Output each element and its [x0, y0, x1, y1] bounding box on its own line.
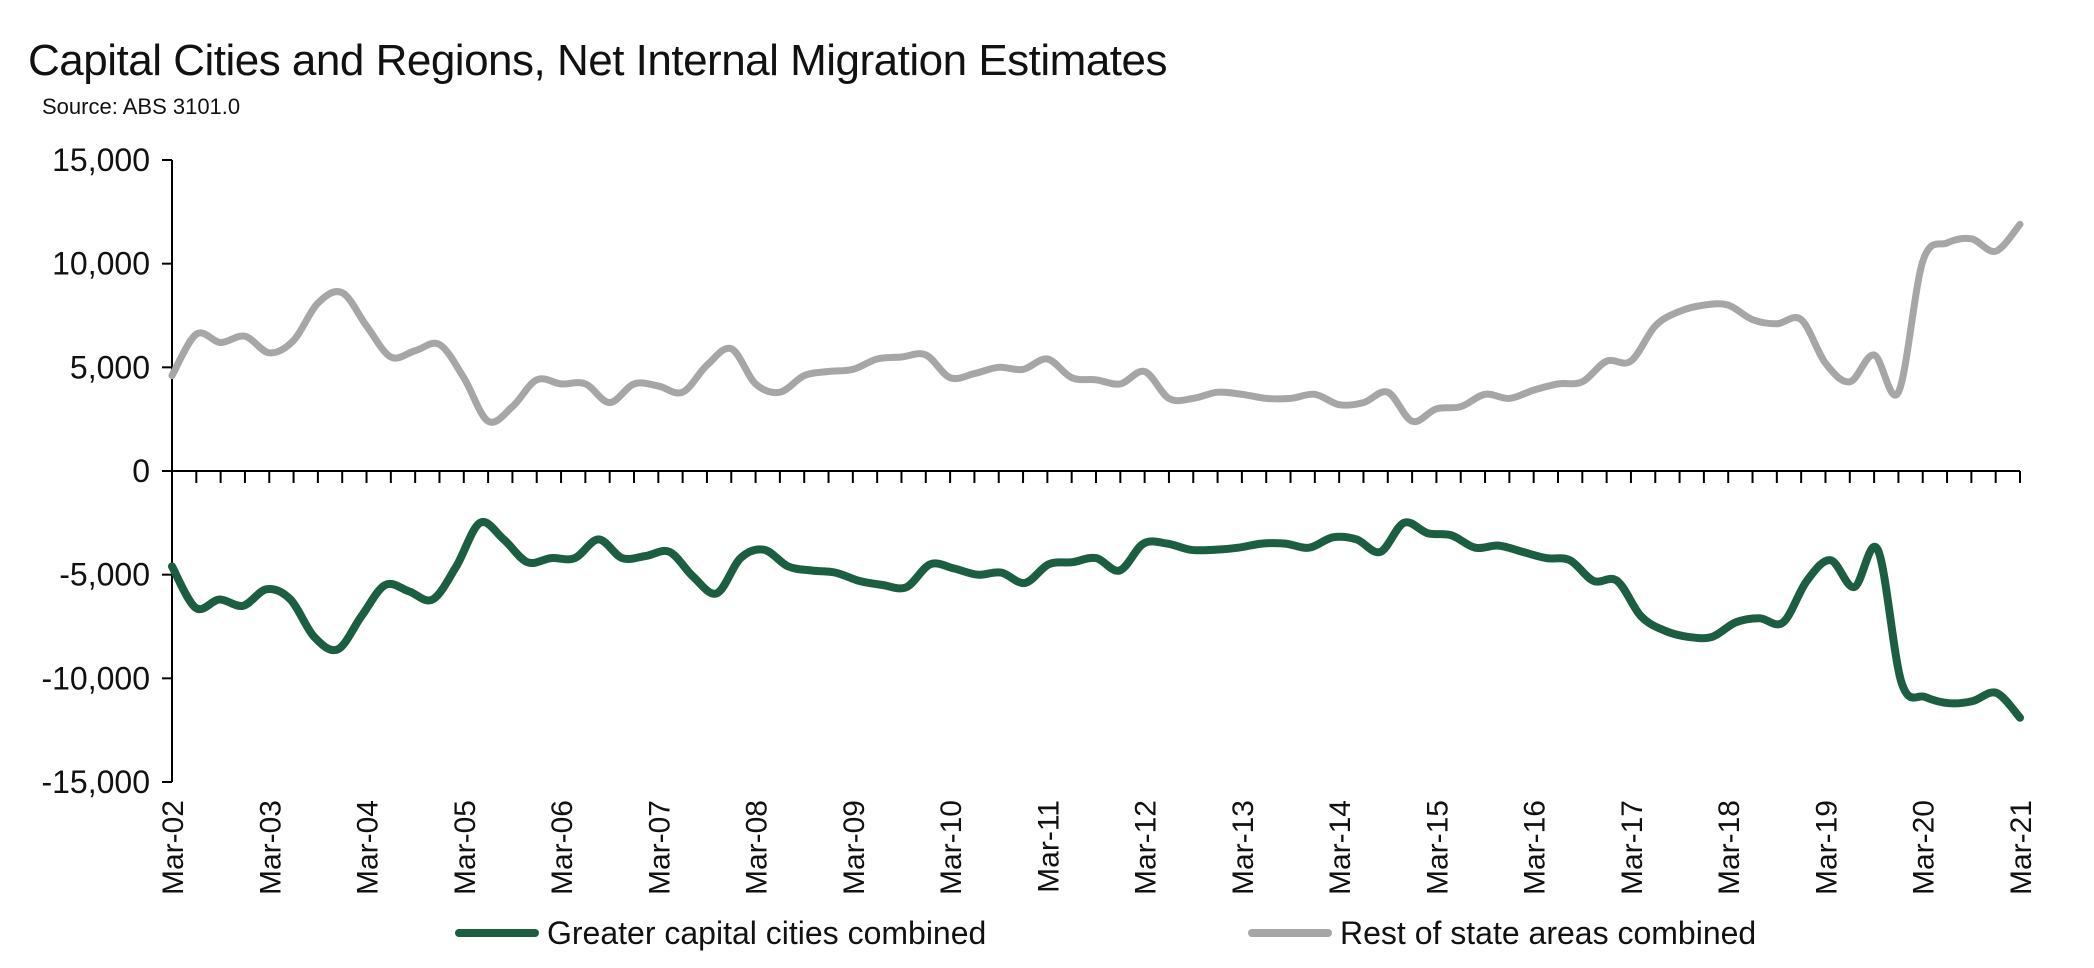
- legend-swatch-capital-cities: [455, 929, 539, 937]
- y-tick-label: 5,000: [70, 349, 150, 385]
- legend-label-rest-of-state: Rest of state areas combined: [1340, 914, 1757, 951]
- x-tick-label: Mar-08: [741, 800, 774, 895]
- x-tick-label: Mar-10: [935, 800, 968, 895]
- y-tick-label: 15,000: [52, 142, 150, 178]
- legend-swatch-rest-of-state: [1248, 929, 1332, 937]
- x-tick-label: Mar-19: [1810, 800, 1843, 895]
- x-tick-label: Mar-17: [1616, 800, 1649, 895]
- chart-title: Capital Cities and Regions, Net Internal…: [28, 36, 1168, 85]
- series-line-capital-cities: [168, 518, 2024, 722]
- y-tick-label: -5,000: [59, 557, 150, 593]
- series-line-rest-of-state: [168, 220, 2024, 426]
- y-tick-label: -10,000: [41, 660, 150, 696]
- chart-subtitle: Source: ABS 3101.0: [42, 94, 241, 119]
- x-tick-label: Mar-15: [1421, 800, 1454, 895]
- x-tick-label: Mar-11: [1032, 800, 1065, 893]
- y-tick-label: 10,000: [52, 246, 150, 282]
- y-tick-label: 0: [132, 453, 150, 489]
- x-tick-label: Mar-09: [838, 800, 871, 895]
- legend-label-capital-cities: Greater capital cities combined: [547, 914, 987, 951]
- x-tick-label: Mar-18: [1713, 800, 1746, 895]
- x-tick-label: Mar-02: [157, 800, 190, 895]
- x-tick-label: Mar-21: [2005, 800, 2038, 895]
- legend-item-rest-of-state: Rest of state areas combined: [1248, 908, 1756, 958]
- x-tick-label: Mar-03: [254, 800, 287, 895]
- x-tick-label: Mar-07: [643, 800, 676, 895]
- x-tick-label: Mar-04: [352, 800, 385, 895]
- x-tick-label: Mar-13: [1227, 800, 1260, 895]
- x-tick-label: Mar-20: [1908, 800, 1941, 895]
- x-tick-label: Mar-05: [449, 800, 482, 895]
- x-tick-label: Mar-12: [1130, 800, 1163, 895]
- x-tick-label: Mar-16: [1519, 800, 1552, 895]
- y-tick-label: -15,000: [41, 764, 150, 800]
- legend-item-capital-cities: Greater capital cities combined: [455, 908, 986, 958]
- x-tick-label: Mar-06: [546, 800, 579, 895]
- x-tick-label: Mar-14: [1324, 800, 1357, 895]
